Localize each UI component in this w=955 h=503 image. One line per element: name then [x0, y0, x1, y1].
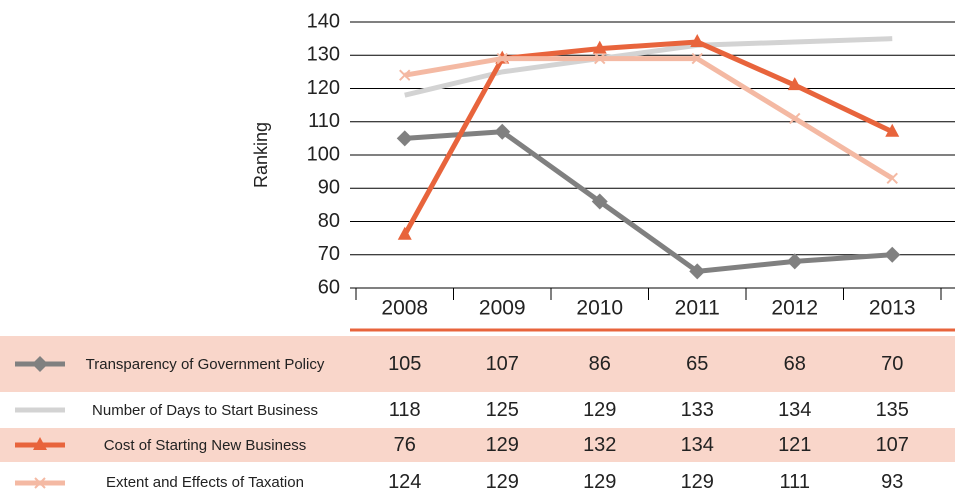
marker	[689, 263, 706, 280]
series-line	[404, 56, 894, 181]
table-value: 125	[485, 398, 519, 421]
marker	[592, 40, 607, 54]
series-line	[404, 36, 893, 98]
marker	[34, 476, 46, 489]
marker	[494, 123, 511, 140]
marker	[787, 77, 802, 91]
y-tick-label: 140	[307, 10, 340, 32]
legend-label: Number of Days to Start Business	[92, 401, 318, 419]
y-tick-label: 100	[307, 143, 340, 165]
table-value: 105	[388, 352, 422, 375]
table-value: 133	[680, 398, 714, 421]
marker	[885, 123, 900, 137]
legend-icon	[15, 407, 65, 413]
marker	[32, 356, 48, 372]
legend-icon	[15, 476, 65, 489]
x-tick-label: 2011	[675, 297, 720, 320]
table-value: 135	[875, 398, 909, 421]
table-value: 129	[485, 471, 519, 493]
table-row: Transparency of Government Policy 105 107 8…	[0, 336, 955, 392]
y-tick-label: 90	[318, 177, 340, 199]
table-value: 129	[583, 398, 617, 421]
marker	[397, 226, 412, 240]
marker	[496, 52, 508, 65]
marker	[884, 246, 901, 263]
table-value: 70	[881, 352, 904, 375]
marker	[33, 437, 47, 450]
table-row: Extent and Effects of Taxation 124 129 129 1…	[0, 462, 955, 503]
y-tick-label: 70	[318, 243, 340, 265]
y-tick-label: 80	[318, 210, 340, 232]
y-tick-label: 130	[307, 44, 340, 66]
table-value: 121	[778, 433, 812, 456]
marker	[594, 52, 606, 65]
marker	[399, 69, 411, 81]
x-tick-label: 2012	[771, 297, 818, 320]
marker	[591, 193, 608, 210]
table-row: Number of Days to Start Business 118 125 12…	[0, 392, 955, 428]
legend-label: Cost of Starting New Business	[103, 436, 307, 454]
table-value: 68	[783, 352, 806, 375]
table-value: 86	[588, 352, 611, 375]
table-value: 129	[485, 433, 519, 456]
table-value: 107	[875, 433, 909, 456]
table-value: 118	[388, 398, 421, 421]
table-value: 107	[485, 352, 519, 375]
y-tick-label: 60	[318, 276, 340, 298]
marker	[789, 112, 801, 125]
table-value: 134	[778, 398, 812, 421]
table-value: 65	[686, 352, 709, 375]
y-axis-label: Ranking	[251, 122, 271, 188]
marker	[691, 52, 703, 65]
series-line	[402, 39, 894, 237]
table-value: 132	[583, 433, 617, 456]
table-value: 93	[881, 471, 904, 493]
legend-label: Extent and Effects of Taxation	[106, 474, 304, 491]
x-tick-label: 2008	[381, 297, 428, 320]
marker	[396, 130, 413, 147]
table-value: 76	[393, 433, 416, 456]
y-tick-label: 120	[307, 77, 340, 99]
marker	[690, 33, 705, 47]
table-value: 129	[583, 471, 617, 493]
legend-label: Transparency of Government Policy	[85, 355, 325, 373]
legend-icon	[15, 437, 65, 450]
marker	[786, 253, 803, 270]
x-tick-label: 2013	[869, 297, 916, 320]
x-tick-label: 2010	[576, 297, 623, 320]
table-value: 111	[779, 471, 810, 493]
legend-icon	[15, 356, 65, 372]
table-value: 124	[388, 471, 422, 493]
table-value: 134	[680, 433, 714, 456]
x-tick-label: 2009	[479, 297, 526, 320]
y-tick-label: 110	[308, 110, 340, 132]
table-value: 129	[680, 471, 714, 493]
marker	[886, 172, 898, 184]
series-line	[404, 129, 893, 274]
table-row: Cost of Starting New Business 76 129 132 134…	[0, 428, 955, 462]
